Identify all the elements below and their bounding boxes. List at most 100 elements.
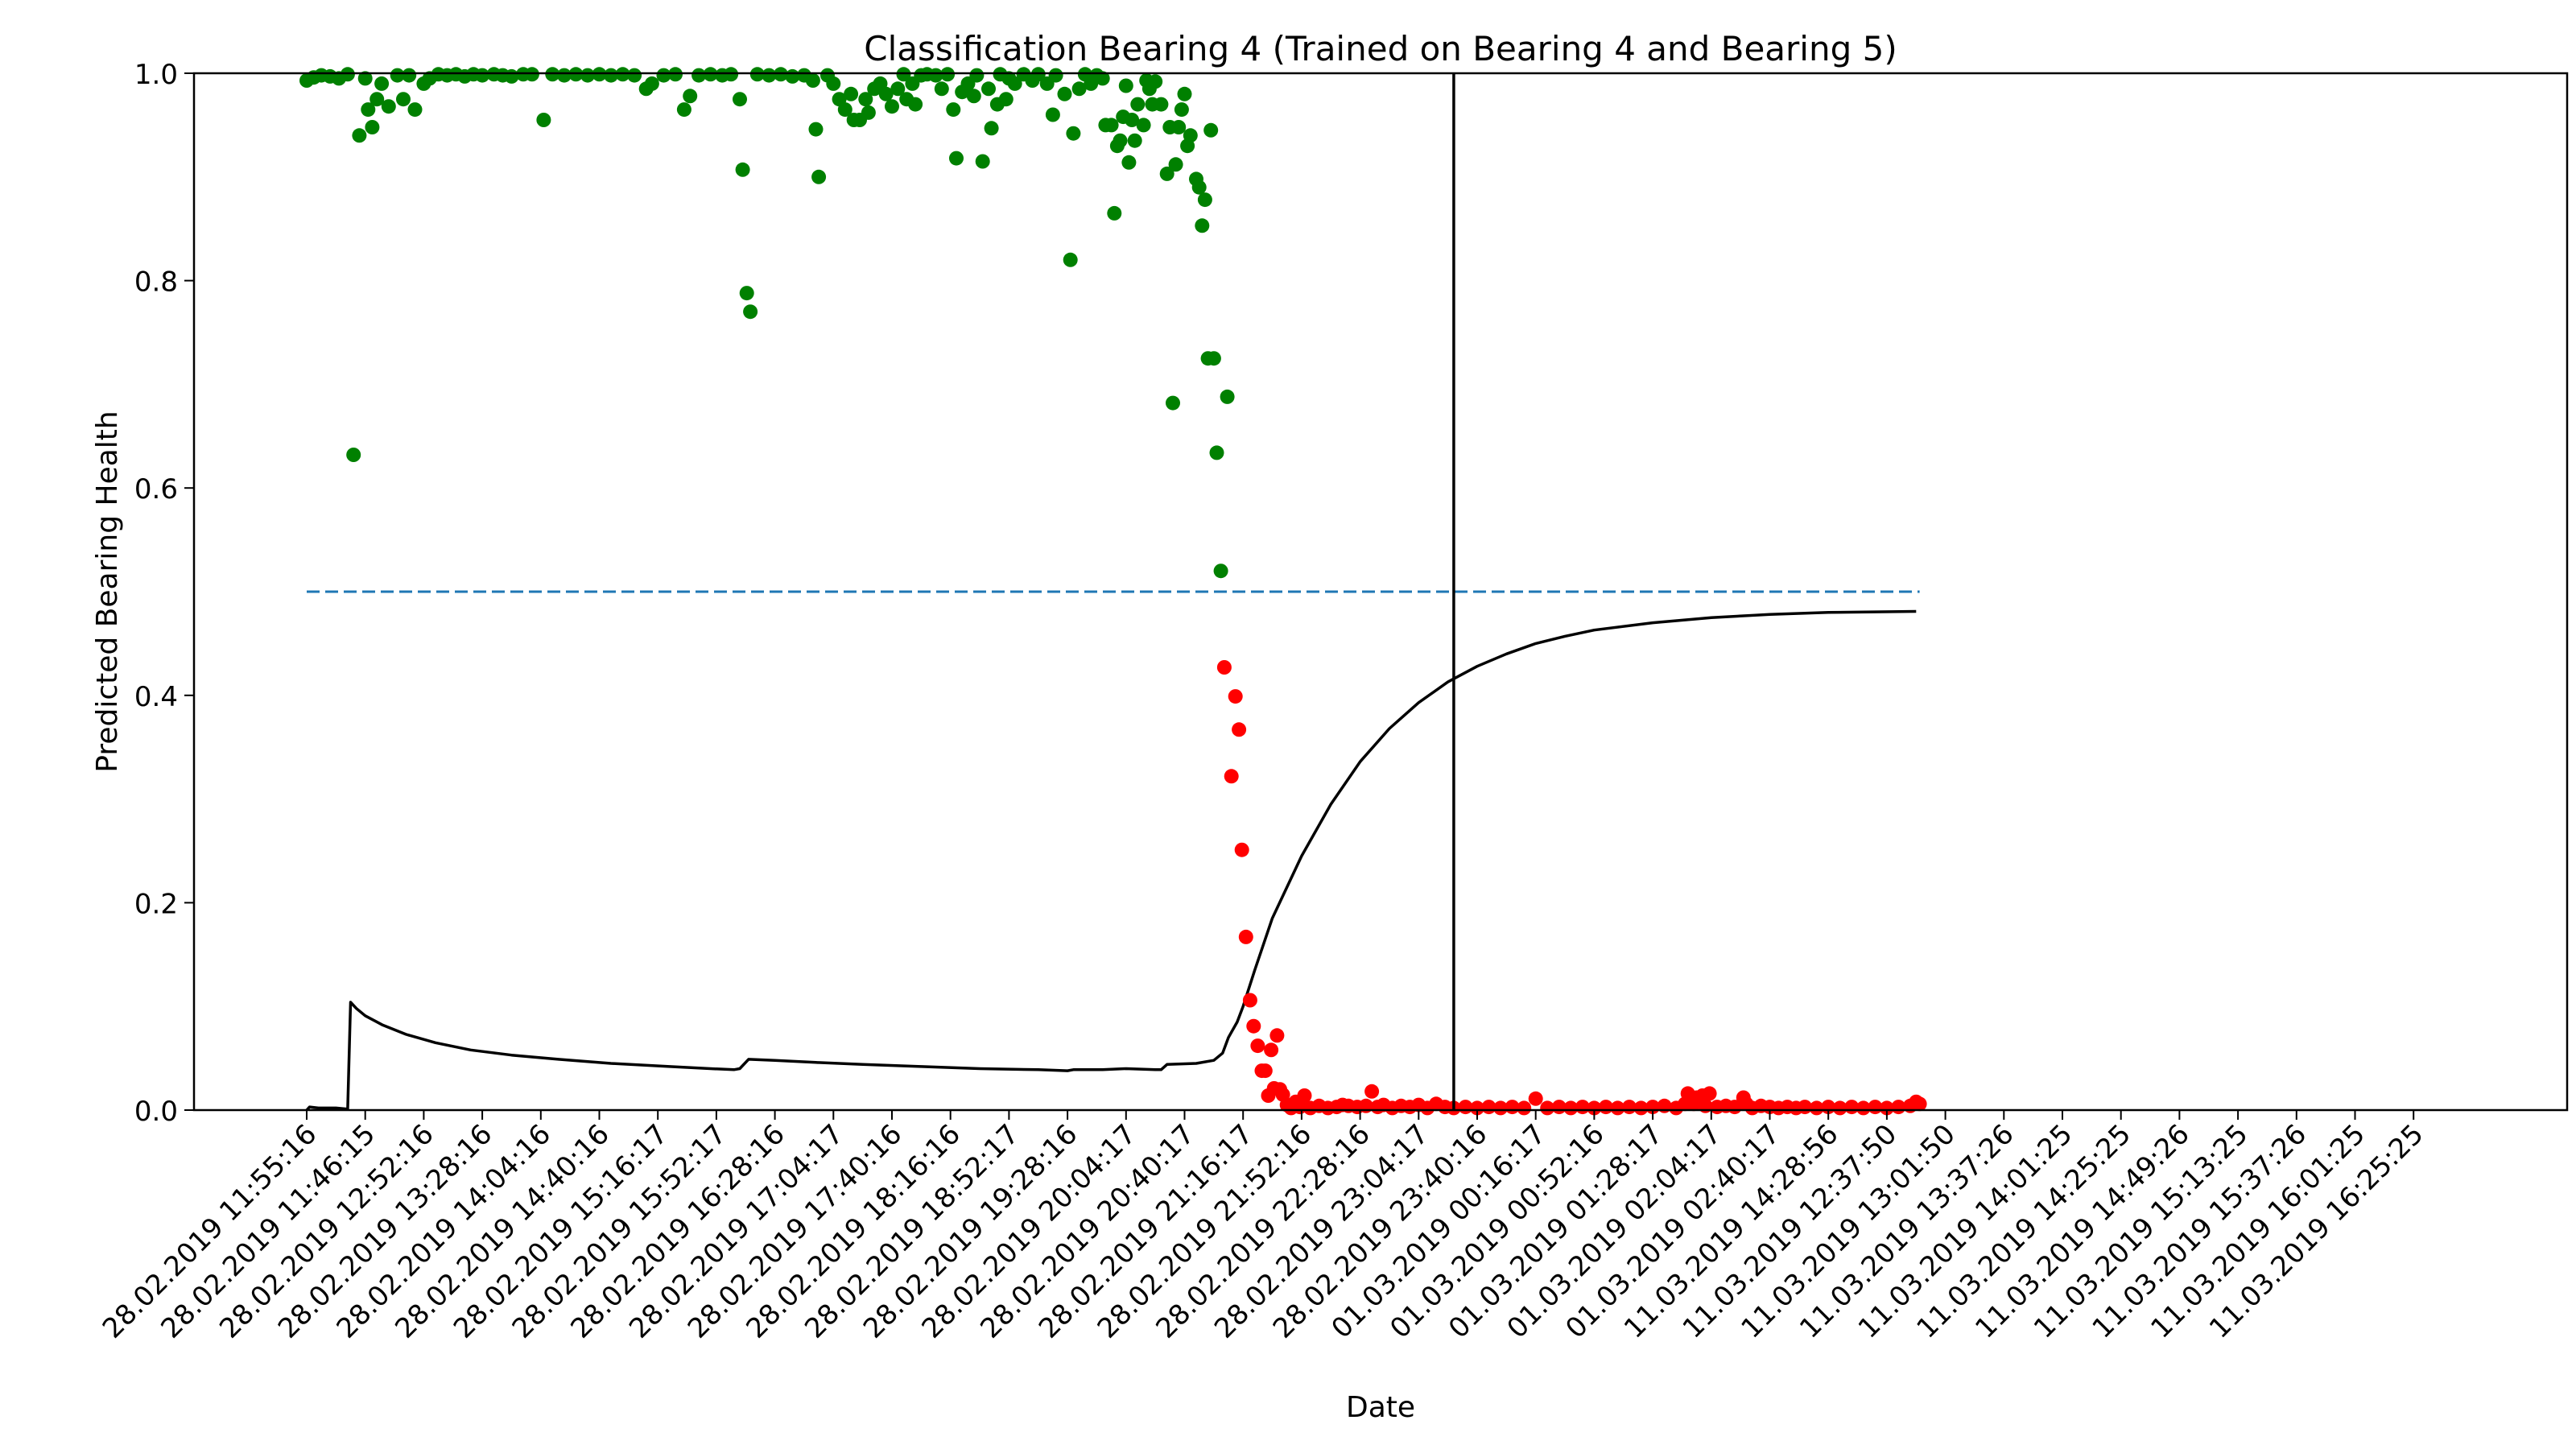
healthy-point bbox=[568, 67, 584, 82]
plot-area bbox=[299, 67, 1927, 1116]
y-tick-label: 0.6 bbox=[134, 473, 178, 506]
healthy-point bbox=[1118, 78, 1133, 93]
healthy-point bbox=[357, 71, 373, 86]
faulty-point bbox=[1517, 1100, 1532, 1116]
healthy-point bbox=[946, 102, 961, 118]
faulty-point bbox=[1269, 1028, 1285, 1043]
healthy-point bbox=[949, 151, 964, 166]
healthy-point bbox=[808, 122, 824, 137]
healthy-point bbox=[402, 68, 417, 83]
healthy-point bbox=[1203, 122, 1219, 138]
y-tick-label: 0.8 bbox=[134, 266, 178, 299]
faulty-point bbox=[1234, 842, 1249, 857]
y-tick-label: 0.2 bbox=[134, 888, 178, 920]
healthy-point bbox=[749, 67, 765, 82]
healthy-point bbox=[934, 81, 949, 97]
healthy-point bbox=[1206, 351, 1221, 366]
healthy-point bbox=[1220, 389, 1235, 404]
healthy-point bbox=[811, 169, 827, 184]
faulty-point bbox=[1297, 1088, 1312, 1103]
healthy-point bbox=[975, 154, 990, 169]
healthy-point bbox=[1121, 155, 1137, 170]
healthy-point bbox=[361, 102, 376, 118]
healthy-point bbox=[1125, 113, 1140, 127]
healthy-point bbox=[1063, 252, 1078, 267]
faulty-point bbox=[1364, 1084, 1380, 1099]
healthy-point bbox=[1136, 118, 1151, 133]
healthy-point bbox=[396, 92, 411, 107]
healthy-point bbox=[365, 120, 380, 134]
y-tick-label: 0.0 bbox=[134, 1096, 178, 1128]
health-indicator-line bbox=[305, 609, 1917, 1112]
healthy-point bbox=[1071, 81, 1087, 97]
faulty-point bbox=[1224, 769, 1239, 784]
healthy-point bbox=[683, 89, 698, 104]
healthy-point bbox=[940, 67, 956, 82]
faulty-point bbox=[1216, 660, 1232, 675]
faulty-point bbox=[1246, 1018, 1261, 1034]
healthy-point bbox=[524, 67, 539, 82]
healthy-point bbox=[1107, 205, 1122, 221]
healthy-point bbox=[773, 67, 788, 82]
healthy-point bbox=[969, 68, 985, 83]
faulty-point bbox=[1809, 1100, 1824, 1116]
healthy-point bbox=[1168, 157, 1183, 172]
healthy-point bbox=[703, 67, 718, 82]
healthy-point bbox=[1154, 97, 1169, 112]
y-tick-label: 1.0 bbox=[134, 59, 178, 91]
healthy-point bbox=[826, 76, 841, 91]
healthy-point bbox=[615, 67, 630, 82]
healthy-point bbox=[340, 67, 355, 82]
chart-title: Classification Bearing 4 (Trained on Bea… bbox=[864, 29, 1897, 68]
healthy-point bbox=[885, 99, 899, 114]
faulty-point bbox=[1702, 1086, 1717, 1101]
healthy-point bbox=[1045, 107, 1060, 122]
healthy-point bbox=[475, 68, 490, 83]
healthy-point bbox=[1057, 86, 1072, 101]
y-tick-label: 0.4 bbox=[134, 681, 178, 713]
healthy-point bbox=[928, 68, 943, 83]
faulty-point bbox=[1264, 1042, 1279, 1058]
healthy-point bbox=[1127, 133, 1142, 148]
healthy-point bbox=[1191, 180, 1207, 195]
healthy-point bbox=[1213, 564, 1228, 579]
faulty-point bbox=[1257, 1063, 1273, 1079]
healthy-point bbox=[739, 286, 754, 301]
faulty-point bbox=[1540, 1100, 1555, 1116]
faulty-point bbox=[1856, 1100, 1871, 1116]
faulty-point bbox=[1242, 993, 1257, 1008]
faulty-point bbox=[1610, 1100, 1625, 1116]
healthy-point bbox=[984, 121, 999, 136]
healthy-point bbox=[1159, 166, 1174, 181]
healthy-point bbox=[592, 67, 607, 82]
healthy-point bbox=[390, 68, 405, 83]
healthy-point bbox=[1030, 67, 1046, 82]
healthy-point bbox=[1171, 120, 1187, 134]
healthy-point bbox=[627, 68, 642, 83]
healthy-point bbox=[1197, 192, 1212, 208]
healthy-point bbox=[1104, 118, 1119, 133]
faulty-point bbox=[1528, 1091, 1543, 1106]
healthy-point bbox=[656, 68, 671, 83]
healthy-point bbox=[1095, 71, 1110, 86]
healthy-point bbox=[381, 99, 396, 114]
healthy-point bbox=[878, 86, 894, 101]
healthy-point bbox=[733, 92, 747, 107]
healthy-point bbox=[369, 92, 385, 107]
healthy-point bbox=[908, 97, 923, 112]
healthy-point bbox=[1166, 395, 1180, 411]
healthy-point bbox=[805, 73, 820, 88]
healthy-point bbox=[545, 67, 560, 82]
healthy-point bbox=[691, 68, 707, 83]
faulty-point bbox=[1587, 1100, 1602, 1116]
healthy-point bbox=[676, 102, 691, 118]
healthy-point bbox=[998, 92, 1013, 107]
healthy-point bbox=[735, 162, 750, 177]
healthy-point bbox=[580, 68, 595, 83]
healthy-point bbox=[1007, 76, 1022, 91]
faulty-point bbox=[1250, 1038, 1265, 1054]
healthy-point bbox=[644, 76, 659, 91]
healthy-point bbox=[844, 86, 859, 101]
healthy-point bbox=[1066, 126, 1081, 141]
plot-frame bbox=[192, 72, 2569, 1112]
